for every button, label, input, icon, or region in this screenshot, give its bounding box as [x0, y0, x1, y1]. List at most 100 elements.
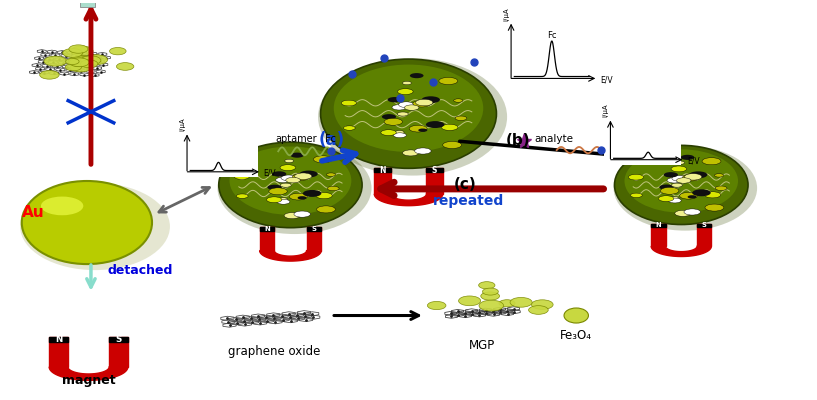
Ellipse shape — [266, 197, 282, 202]
Ellipse shape — [289, 193, 307, 200]
Ellipse shape — [69, 56, 89, 65]
Polygon shape — [374, 168, 391, 172]
Polygon shape — [109, 337, 127, 342]
Ellipse shape — [316, 192, 333, 199]
Polygon shape — [49, 337, 68, 342]
Text: MGP: MGP — [469, 339, 495, 352]
Ellipse shape — [342, 100, 356, 106]
Ellipse shape — [70, 46, 93, 56]
Ellipse shape — [624, 149, 738, 213]
Ellipse shape — [483, 288, 498, 295]
Ellipse shape — [416, 99, 433, 106]
Polygon shape — [260, 251, 321, 261]
Ellipse shape — [290, 152, 304, 158]
Ellipse shape — [286, 178, 301, 183]
Ellipse shape — [280, 165, 296, 170]
Text: E/V: E/V — [600, 75, 613, 84]
Polygon shape — [49, 367, 127, 380]
Ellipse shape — [81, 56, 101, 65]
Ellipse shape — [272, 171, 286, 177]
Ellipse shape — [85, 55, 108, 65]
Ellipse shape — [418, 128, 427, 132]
Ellipse shape — [479, 282, 495, 289]
Ellipse shape — [284, 213, 300, 219]
Text: (c): (c) — [453, 177, 476, 192]
Text: S: S — [311, 226, 316, 232]
Ellipse shape — [395, 130, 404, 134]
Ellipse shape — [689, 171, 708, 178]
Polygon shape — [306, 228, 321, 231]
Ellipse shape — [628, 174, 644, 180]
Polygon shape — [651, 246, 712, 256]
Ellipse shape — [715, 186, 727, 190]
Ellipse shape — [672, 183, 682, 187]
Ellipse shape — [564, 308, 588, 323]
Ellipse shape — [667, 178, 681, 183]
Text: S: S — [432, 166, 437, 175]
Ellipse shape — [65, 64, 82, 71]
Ellipse shape — [715, 174, 724, 177]
Bar — [604, 120, 681, 165]
Ellipse shape — [684, 209, 700, 215]
Ellipse shape — [499, 300, 515, 307]
Ellipse shape — [705, 204, 724, 211]
Ellipse shape — [680, 192, 698, 199]
Ellipse shape — [529, 306, 548, 314]
Ellipse shape — [230, 146, 351, 215]
Text: N: N — [379, 166, 386, 175]
Ellipse shape — [688, 195, 697, 198]
Ellipse shape — [320, 59, 497, 168]
Ellipse shape — [403, 150, 418, 156]
Ellipse shape — [217, 142, 372, 234]
Ellipse shape — [409, 125, 427, 132]
Ellipse shape — [267, 185, 282, 190]
Ellipse shape — [328, 186, 339, 191]
Ellipse shape — [439, 78, 458, 84]
Ellipse shape — [234, 174, 249, 180]
Ellipse shape — [275, 177, 290, 183]
Ellipse shape — [671, 166, 686, 172]
Text: E/V: E/V — [264, 168, 276, 177]
Text: analyte: analyte — [534, 134, 574, 144]
Ellipse shape — [398, 89, 413, 94]
Ellipse shape — [422, 96, 440, 103]
Ellipse shape — [294, 211, 310, 217]
Ellipse shape — [453, 99, 462, 102]
Ellipse shape — [44, 56, 67, 66]
Polygon shape — [426, 168, 443, 194]
Ellipse shape — [384, 118, 403, 125]
Ellipse shape — [455, 116, 467, 120]
Ellipse shape — [63, 48, 83, 57]
Ellipse shape — [343, 126, 355, 130]
Ellipse shape — [397, 112, 408, 116]
Ellipse shape — [441, 124, 458, 130]
Ellipse shape — [70, 62, 92, 72]
Polygon shape — [49, 337, 68, 367]
Bar — [505, 23, 594, 86]
Text: (b): (b) — [507, 133, 531, 148]
Text: Fe₃O₄: Fe₃O₄ — [560, 329, 592, 342]
Ellipse shape — [70, 58, 90, 67]
Text: S: S — [115, 335, 122, 344]
Text: N: N — [55, 335, 62, 344]
Ellipse shape — [614, 145, 748, 224]
Ellipse shape — [676, 178, 691, 183]
Ellipse shape — [40, 70, 59, 79]
Ellipse shape — [22, 181, 152, 264]
Ellipse shape — [41, 196, 83, 215]
Text: graphene oxide: graphene oxide — [228, 345, 320, 358]
Polygon shape — [260, 228, 275, 251]
Polygon shape — [651, 224, 666, 246]
Ellipse shape — [394, 133, 406, 138]
Ellipse shape — [20, 183, 170, 270]
Ellipse shape — [443, 142, 462, 148]
Ellipse shape — [117, 63, 134, 70]
Ellipse shape — [410, 73, 423, 78]
Ellipse shape — [381, 130, 396, 136]
Polygon shape — [109, 337, 127, 367]
Ellipse shape — [334, 64, 483, 152]
Ellipse shape — [427, 302, 446, 310]
Ellipse shape — [458, 296, 480, 306]
Ellipse shape — [480, 292, 499, 300]
Text: i/μA: i/μA — [503, 7, 509, 20]
